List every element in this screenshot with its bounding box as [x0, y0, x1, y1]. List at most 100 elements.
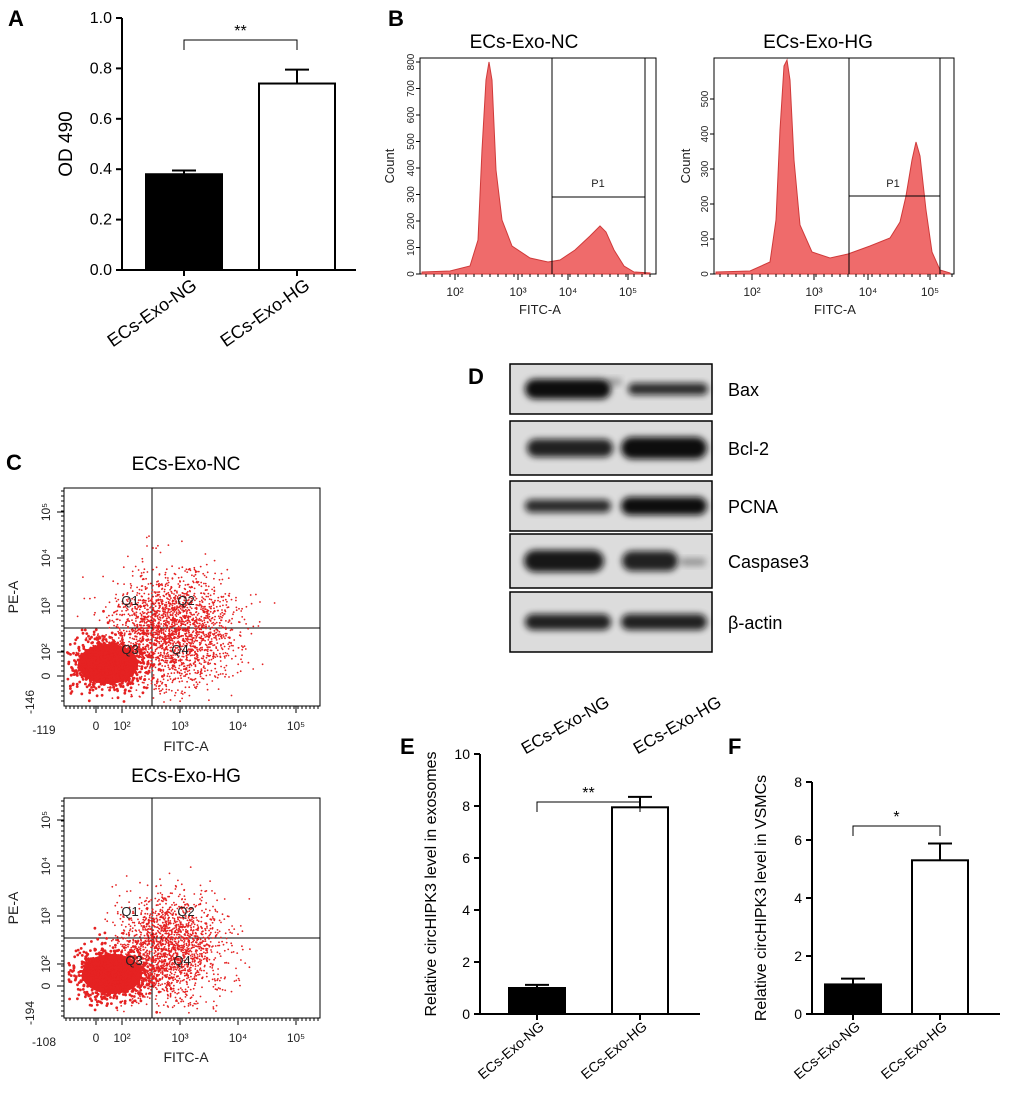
- dot2-event: [199, 898, 201, 900]
- dot2-event: [88, 983, 92, 987]
- dot1-event: [82, 655, 86, 659]
- dot2-event: [131, 930, 134, 933]
- dot1-event: [156, 593, 159, 596]
- dot1-event: [141, 585, 144, 587]
- dot1-event: [176, 590, 178, 593]
- dot1-event: [215, 634, 217, 637]
- dot1-event: [142, 627, 145, 630]
- dot1-event: [232, 649, 235, 652]
- dot2-event: [220, 921, 222, 924]
- dot1-event: [98, 619, 101, 622]
- dot2-event: [87, 976, 90, 980]
- dot1-event: [166, 626, 169, 628]
- hist2-ytick-label-0: 0: [700, 271, 711, 277]
- dot1-event: [151, 660, 153, 663]
- dot2-event: [121, 993, 125, 996]
- dot1-event: [122, 594, 124, 597]
- dot1-event: [183, 621, 186, 623]
- panel-letter-e: E: [400, 734, 415, 759]
- dot1-event: [139, 649, 142, 652]
- dot1-event: [158, 690, 161, 693]
- dot1-event: [128, 677, 131, 681]
- dot1-event: [188, 659, 191, 662]
- dot1-event: [85, 677, 89, 680]
- dot2-event: [97, 969, 101, 973]
- dot1-event: [154, 650, 157, 653]
- dot1-event: [139, 621, 141, 624]
- histogram-hg-xlabel: FITC-A: [814, 302, 856, 317]
- dot1-event: [158, 582, 160, 585]
- dot1-event: [155, 547, 158, 550]
- dot1-event: [110, 674, 113, 678]
- dot1-event: [191, 654, 194, 657]
- dot1-event: [111, 638, 114, 641]
- dot2-event: [98, 982, 101, 986]
- dot1-event: [172, 679, 174, 682]
- dot1-event: [127, 598, 130, 600]
- dot1-event: [250, 632, 253, 635]
- hist1-ytick-label-3: 300: [406, 186, 417, 203]
- dot1-event: [131, 619, 133, 622]
- dot2-event: [134, 992, 137, 995]
- dotplot-nc-xticks: 0 10² 10³ 10⁴ 10⁵: [65, 706, 319, 733]
- dot1-event: [209, 634, 212, 636]
- dot1-event: [172, 644, 174, 646]
- dot1-event: [204, 626, 206, 629]
- dot1-event: [219, 635, 222, 638]
- dot1-event: [164, 576, 167, 579]
- dot1-event: [203, 659, 206, 662]
- dot1-event: [209, 619, 212, 622]
- dot1-event: [113, 624, 115, 627]
- dot1-event: [136, 592, 139, 594]
- dot1-event: [202, 633, 205, 635]
- dot2-event: [119, 989, 122, 993]
- dot1-event: [217, 688, 220, 690]
- dot1-event: [164, 636, 166, 639]
- dot1-event: [130, 602, 133, 604]
- dot1-event: [115, 625, 118, 628]
- dot2-event: [96, 937, 100, 941]
- dot1-event: [228, 636, 231, 639]
- dot1-event: [174, 677, 177, 680]
- dot1-event: [132, 649, 135, 652]
- dot1-event: [213, 601, 216, 604]
- dot1-event: [207, 646, 210, 648]
- dot2-event: [90, 988, 94, 992]
- histogram-nc-ylabel: Count: [382, 148, 397, 183]
- dot2-event: [212, 1007, 215, 1010]
- dot2-event: [193, 976, 196, 978]
- dot1-event: [166, 648, 169, 651]
- dot1-event: [135, 611, 138, 614]
- dot1-event: [161, 614, 164, 617]
- dot1-event: [225, 673, 227, 676]
- dot1-event: [146, 630, 148, 632]
- dot1-event: [181, 690, 184, 693]
- dot1-event: [162, 615, 165, 618]
- dot1-event: [201, 620, 204, 623]
- dot1-event: [106, 661, 110, 665]
- dot2-event: [138, 903, 141, 905]
- dot1-event: [188, 664, 191, 667]
- dot1-event: [95, 694, 99, 698]
- dot2-event: [214, 931, 217, 934]
- dot1-event: [176, 607, 178, 610]
- dot1-event: [184, 588, 187, 591]
- dot1-event: [158, 642, 161, 645]
- dot1-event: [182, 639, 185, 641]
- dot2-event: [209, 880, 212, 882]
- dot2-event: [83, 942, 86, 946]
- dot1-event: [104, 666, 107, 669]
- dot1-event: [82, 662, 85, 664]
- dot2-event: [109, 949, 113, 953]
- dot2-event: [189, 924, 192, 927]
- dot1-event: [196, 650, 199, 653]
- dot1-event: [142, 643, 145, 646]
- dot1-event: [164, 615, 167, 617]
- dot1-event: [152, 663, 156, 666]
- dot1-event: [230, 644, 233, 647]
- dot1-event: [176, 652, 179, 654]
- dot1-event: [129, 665, 131, 667]
- dot2-event: [174, 961, 177, 963]
- dot1-event: [205, 576, 208, 579]
- dot1-event: [193, 613, 196, 616]
